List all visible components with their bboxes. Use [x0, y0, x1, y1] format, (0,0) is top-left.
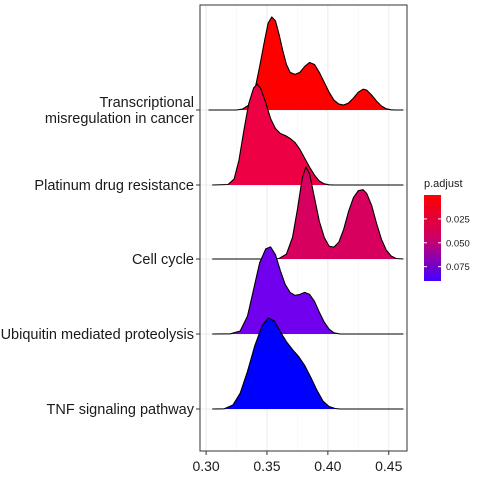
- legend-title: p.adjust: [424, 178, 463, 190]
- legend-colorbar: [424, 195, 441, 281]
- ridge-fill: [212, 166, 404, 259]
- ridge-series: [212, 317, 404, 410]
- y-axis: TNF signaling pathway Ubiquitin mediated …: [1, 95, 200, 418]
- ridge-outline: [212, 317, 404, 410]
- y-tick-label: Platinum drug resistance: [34, 178, 194, 194]
- ridge-outline: [212, 246, 404, 335]
- x-axis: 0.30 0.35 0.40 0.45: [192, 451, 403, 474]
- plot-border: [199, 4, 408, 452]
- ridge-series: [212, 166, 404, 260]
- x-tick-label: 0.30: [192, 458, 219, 474]
- x-tick-label: 0.45: [375, 458, 402, 474]
- ridges: [208, 16, 404, 410]
- ridge-fill: [212, 246, 404, 334]
- y-tick-label: TNF signaling pathway: [47, 402, 195, 418]
- y-tick-label: Transcriptional misregulation in cancer: [45, 95, 194, 127]
- y-tick-label: Cell cycle: [132, 252, 194, 268]
- legend: p.adjust 0.025 0.050 0.075: [424, 178, 470, 281]
- ridge-outline: [208, 16, 404, 111]
- ridge-series: [212, 246, 404, 335]
- x-tick-label: 0.40: [314, 458, 341, 474]
- ridge-series: [212, 83, 404, 186]
- y-tick-label: Ubiquitin mediated proteolysis: [1, 327, 194, 343]
- ridge-outline: [212, 83, 404, 186]
- legend-ticks: 0.025 0.050 0.075: [424, 214, 470, 273]
- legend-tick-label: 0.025: [446, 214, 470, 225]
- legend-tick-label: 0.050: [446, 238, 470, 249]
- ridge-outline: [212, 166, 404, 260]
- legend-tick-label: 0.075: [446, 262, 470, 273]
- ridge-fill: [212, 84, 404, 185]
- ridge-fill: [212, 317, 404, 409]
- x-tick-label: 0.35: [253, 458, 280, 474]
